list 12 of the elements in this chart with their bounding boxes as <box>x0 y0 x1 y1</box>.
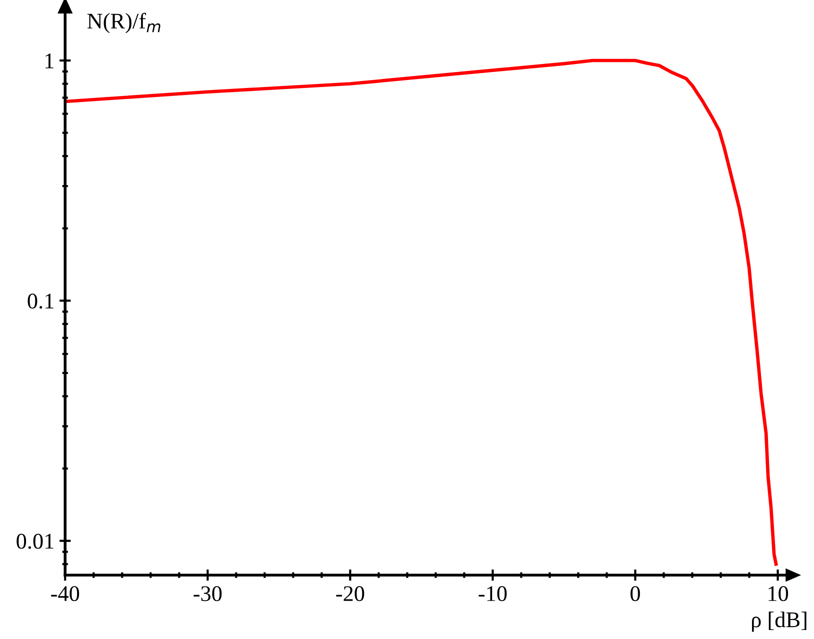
y-tick-label: 1 <box>46 54 54 68</box>
y-axis-title: N(R)/f$_{m}$ <box>87 12 160 34</box>
y-tick-label: 0.1 <box>28 294 54 309</box>
x-tick-label: 0 <box>630 586 640 602</box>
x-tick-label: 10 <box>768 586 788 602</box>
line-series <box>65 58 778 566</box>
x-tick-label: -40 <box>51 586 80 602</box>
y-tick-label: 0.01 <box>16 534 54 549</box>
x-axis-title: ρ [dB] <box>752 612 806 632</box>
x-tick-label: -30 <box>194 586 222 602</box>
x-tick-label: -20 <box>336 586 364 602</box>
x-tick-label: -10 <box>478 586 507 602</box>
